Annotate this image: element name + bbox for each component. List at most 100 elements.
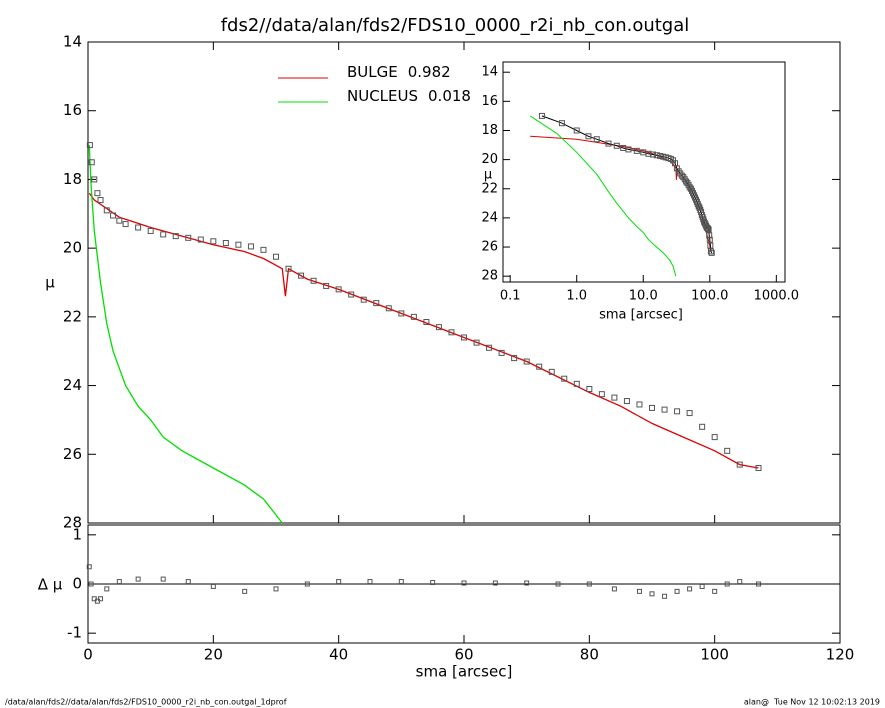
residual-point (492, 580, 498, 586)
inset-data-point (653, 152, 660, 159)
data-point (473, 339, 480, 346)
data-point (598, 391, 605, 398)
data-point (523, 358, 530, 365)
data-point (573, 380, 580, 387)
data-point (260, 246, 267, 253)
data-point (724, 447, 731, 454)
inset-data-point (625, 146, 632, 153)
data-point (373, 300, 380, 307)
residual-point (699, 583, 705, 589)
data-point (511, 355, 518, 362)
data-point (247, 243, 254, 250)
inset-data-point (573, 127, 580, 134)
data-point (310, 277, 317, 284)
footer-left: /data/alan/fds2//data/alan/fds2/FDS10_00… (5, 698, 287, 707)
data-point (448, 329, 455, 336)
data-point (611, 394, 618, 401)
y-tick-label: 24 (63, 376, 82, 394)
data-point (649, 404, 655, 411)
inset-data-point (706, 236, 713, 243)
inset-y-tick-label: 20 (481, 152, 498, 167)
data-point (160, 231, 167, 238)
inset-y-tick-label: 28 (481, 269, 498, 284)
residual-point (674, 588, 680, 594)
inset-data-point (633, 147, 640, 154)
data-point (110, 212, 117, 219)
residual-point (461, 580, 467, 586)
x-axis-label: sma [arcsec] (416, 663, 513, 681)
residual-point (649, 591, 655, 597)
data-point (461, 334, 467, 341)
residual-point (555, 581, 561, 587)
inset-data-point (704, 225, 711, 232)
data-point (561, 375, 568, 382)
inset-data-point (657, 152, 664, 159)
legend-fraction: 0.982 (408, 63, 451, 81)
legend-fraction: 0.018 (428, 87, 471, 105)
inset-data-point (649, 151, 656, 158)
x-tick-label: 0 (83, 646, 93, 664)
data-point (498, 349, 505, 356)
residual-point (88, 581, 94, 587)
inset-data-point (707, 248, 714, 255)
inset-data-point (695, 203, 702, 210)
y-tick-label: 20 (63, 239, 82, 257)
residual-point (636, 588, 642, 594)
data-point (335, 286, 342, 293)
inset-series-line (529, 115, 677, 277)
inset-data-point (538, 112, 545, 119)
x-tick-label: 60 (454, 646, 473, 664)
inset-data-point (593, 136, 600, 143)
x-tick-label: 20 (204, 646, 223, 664)
residual-point (712, 588, 718, 594)
data-point (86, 142, 93, 149)
inset-x-tick-label: 100.0 (691, 289, 728, 304)
data-point (94, 190, 101, 197)
residual-point (737, 579, 743, 585)
data-point (185, 234, 192, 241)
inset-data-point (705, 226, 712, 233)
x-tick-label: 120 (826, 646, 855, 664)
data-point (235, 241, 242, 248)
y-tick-label: 26 (63, 445, 82, 463)
data-point (586, 386, 593, 393)
inset-y-tick-label: 18 (481, 123, 498, 138)
residual-point (104, 586, 110, 592)
residual-point (86, 564, 92, 570)
residual-point (210, 583, 216, 589)
inset-y-tick-label: 26 (481, 240, 498, 255)
inset-x-label: sma [arcsec] (599, 308, 683, 323)
data-point (755, 465, 762, 472)
residual-point (611, 586, 617, 592)
legend-name: NUCLEUS (347, 87, 418, 105)
data-point (147, 227, 154, 234)
legend-label: BULGE 0.982 (347, 63, 451, 81)
series-line (88, 192, 759, 469)
y-tick-label: 16 (63, 101, 82, 119)
residual-point (273, 586, 279, 592)
inset-data-point (585, 133, 592, 140)
data-point (398, 310, 405, 317)
residual-point (430, 580, 436, 586)
data-point (348, 291, 355, 298)
inset-frame (502, 61, 786, 283)
residual-y-label: Δ μ (38, 576, 63, 594)
data-point (273, 253, 279, 260)
data-point (699, 423, 706, 430)
inset-y-tick-label: 22 (481, 181, 498, 196)
data-point (360, 296, 367, 303)
inset-y-tick-label: 16 (481, 94, 498, 109)
data-point (222, 239, 229, 246)
residual-point (98, 596, 104, 602)
chart-title: fds2//data/alan/fds2/FDS10_0000_r2i_nb_c… (221, 15, 690, 36)
residual-point (724, 581, 730, 587)
footer-right: alan@ Tue Nov 12 10:02:13 2019 (744, 698, 880, 707)
data-point (636, 401, 643, 408)
inset-y-label: μ (484, 168, 492, 183)
data-point (674, 408, 681, 415)
residual-point (687, 586, 693, 592)
inset-data-point (708, 249, 715, 256)
data-point (298, 272, 305, 279)
inset-x-tick-label: 1000.0 (754, 289, 800, 304)
